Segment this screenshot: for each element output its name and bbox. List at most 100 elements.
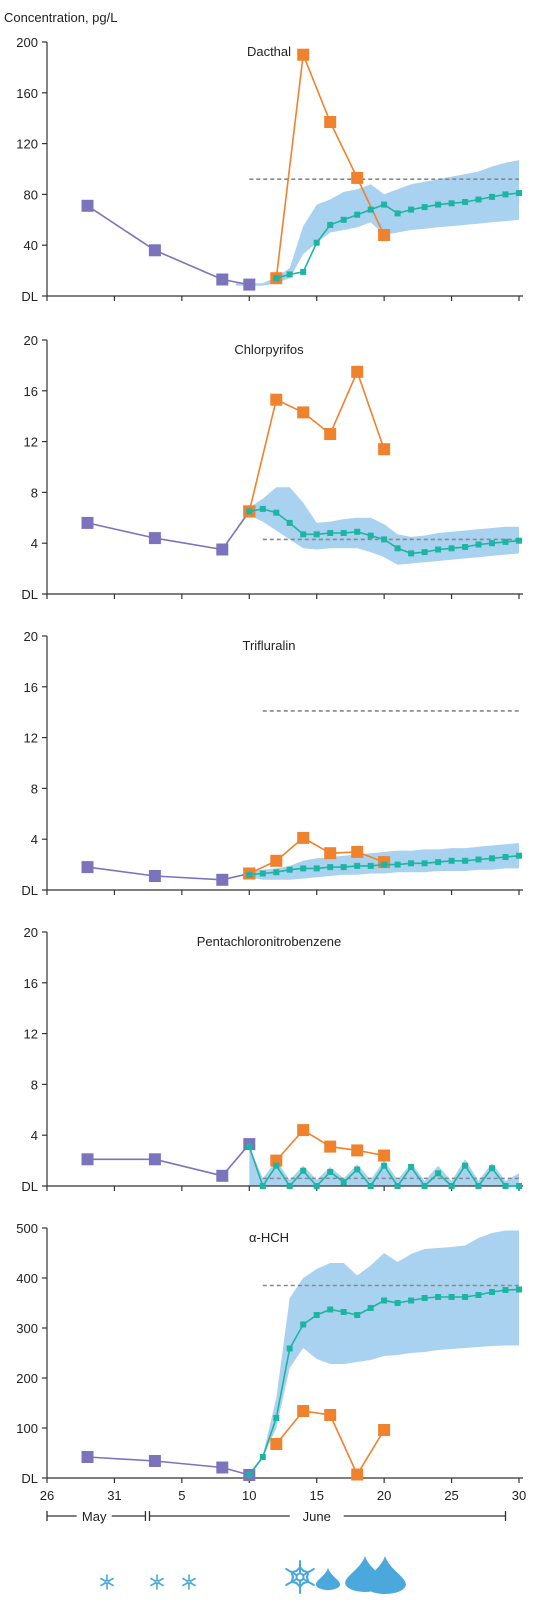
data-point-model: [354, 1166, 361, 1173]
data-point-model: [246, 1143, 253, 1150]
data-point-observed_after: [324, 1140, 337, 1153]
snowflake-icon: [182, 1574, 196, 1590]
snowflake-icon: [100, 1574, 114, 1590]
data-point-model: [367, 1305, 374, 1311]
data-point-model: [313, 239, 320, 246]
data-point-model: [516, 537, 522, 544]
data-point-observed_before: [148, 244, 161, 257]
data-point-observed_after: [351, 1468, 364, 1481]
data-point-model: [354, 1312, 361, 1318]
data-point-model: [259, 505, 266, 512]
data-point-model: [394, 861, 401, 868]
data-point-model: [286, 1345, 293, 1352]
data-point-model: [381, 1162, 388, 1169]
data-point-model: [394, 210, 401, 217]
data-point-model: [313, 531, 320, 538]
y-tick-label: 20: [24, 925, 38, 940]
data-point-model: [489, 193, 495, 200]
data-point-model: [448, 857, 455, 864]
data-point-observed_before: [81, 516, 94, 529]
data-point-model: [394, 1183, 401, 1189]
data-point-model: [300, 865, 307, 872]
data-point-model: [516, 852, 522, 859]
data-point-model: [340, 530, 347, 536]
data-point-model: [489, 1165, 495, 1172]
data-point-model: [340, 216, 347, 223]
data-point-model: [273, 509, 280, 516]
data-point-model: [408, 550, 415, 557]
y-tick-label: DL: [21, 289, 38, 304]
series-line-observed_after: [248, 369, 385, 512]
y-tick-label: 4: [31, 1128, 38, 1143]
data-point-model: [448, 1294, 455, 1300]
data-point-model: [381, 201, 388, 208]
y-axis-title: Concentration, pg/L: [4, 10, 117, 25]
model-uncertainty-band: [249, 1230, 520, 1476]
data-point-model: [300, 268, 307, 275]
data-point-model: [300, 1167, 307, 1174]
data-point-model: [259, 870, 266, 877]
y-tick-label: 12: [24, 1027, 38, 1042]
data-point-model: [246, 508, 253, 515]
y-tick-label: 200: [16, 35, 38, 50]
chart-panel-4: DL 4 8 12 16 20 Pentachloronitrobenzene: [21, 925, 523, 1194]
data-point-model: [340, 1179, 347, 1186]
y-tick-label: 80: [24, 187, 38, 202]
data-point-model: [421, 549, 428, 556]
raindrop-icon: [364, 1556, 406, 1594]
series-line-observed_before: [87, 1456, 250, 1476]
data-point-observed_after: [378, 443, 391, 456]
data-point-model: [489, 540, 495, 547]
data-point-model: [421, 1295, 428, 1301]
data-point-observed_after: [297, 831, 310, 844]
data-point-model: [462, 1294, 469, 1300]
y-tick-label: 500: [16, 1221, 38, 1236]
data-point-model: [435, 1170, 442, 1177]
data-point-model: [448, 200, 455, 207]
raindrop-icon: [315, 1568, 341, 1590]
data-point-observed_after: [297, 48, 310, 61]
y-tick-label: 8: [31, 485, 38, 500]
data-point-model: [300, 1321, 307, 1328]
data-point-model: [367, 862, 374, 869]
series-line-observed_before: [87, 205, 250, 286]
data-point-model: [354, 211, 361, 218]
y-tick-label: 20: [24, 333, 38, 348]
data-point-observed_before: [148, 532, 161, 545]
month-label-june: June: [303, 1509, 331, 1524]
y-tick-label: 120: [16, 137, 38, 152]
y-tick-label: 100: [16, 1421, 38, 1436]
data-point-model: [475, 856, 482, 863]
data-point-observed_before: [216, 1461, 229, 1474]
snowflake-branch: [301, 1580, 310, 1585]
data-point-observed_after: [351, 1144, 364, 1157]
y-tick-label: 4: [31, 536, 38, 551]
data-point-model: [259, 1183, 266, 1189]
panel-title: Dacthal: [247, 44, 291, 59]
data-point-observed_before: [148, 1455, 161, 1467]
data-point-model: [502, 854, 509, 860]
data-point-model: [273, 869, 280, 876]
data-point-model: [448, 545, 455, 552]
y-tick-label: 200: [16, 1371, 38, 1386]
y-tick-label: DL: [21, 587, 38, 602]
snowflake-center: [295, 1572, 305, 1582]
y-tick-label: DL: [21, 1471, 38, 1486]
data-point-observed_after: [324, 116, 337, 128]
data-point-model: [408, 1297, 415, 1304]
panel-title: α-HCH: [249, 1230, 289, 1245]
data-point-model: [286, 866, 293, 873]
data-point-observed_before: [243, 278, 256, 291]
data-point-model: [502, 1287, 509, 1293]
x-tick-label: 31: [107, 1488, 121, 1503]
data-point-observed_after: [324, 428, 337, 440]
data-point-model: [462, 544, 469, 550]
data-point-model: [408, 1164, 415, 1170]
data-point-model: [448, 1183, 455, 1189]
data-point-observed_after: [324, 1409, 337, 1421]
y-tick-label: 16: [24, 976, 38, 991]
data-point-model: [313, 1312, 320, 1318]
data-point-observed_after: [378, 1149, 391, 1162]
